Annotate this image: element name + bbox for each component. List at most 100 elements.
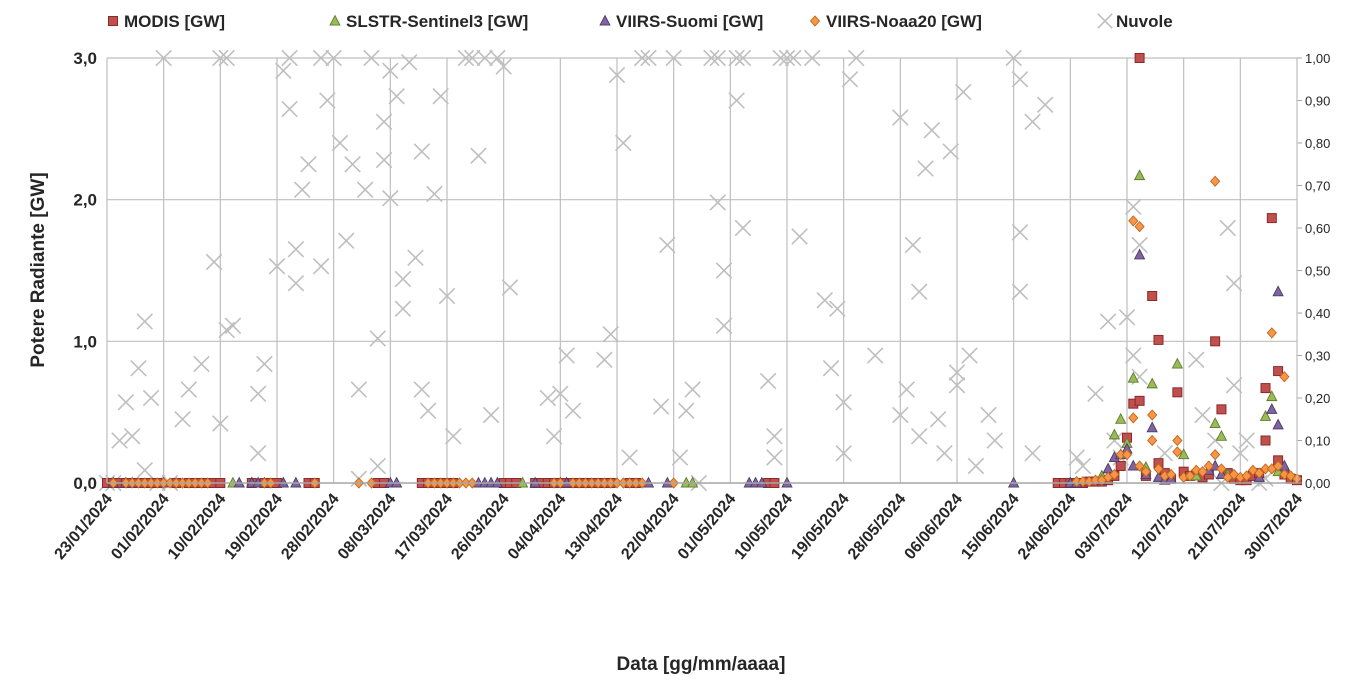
- point-viirs-noaa20: [1172, 446, 1183, 458]
- point-nuvole: [369, 330, 387, 347]
- x-tick-label: 19/05/2024: [788, 491, 853, 563]
- point-nuvole: [212, 415, 229, 432]
- x-axis-title: Data [gg/mm/aaaa]: [617, 654, 786, 675]
- point-nuvole: [249, 385, 267, 403]
- point-modis: [1115, 461, 1126, 471]
- point-nuvole: [961, 347, 978, 364]
- point-nuvole: [1036, 96, 1054, 114]
- y-tick-label-left: 0,0: [73, 474, 97, 493]
- point-nuvole: [432, 87, 449, 105]
- point-nuvole: [967, 457, 985, 475]
- point-nuvole: [778, 49, 796, 67]
- point-nuvole: [356, 181, 374, 199]
- point-nuvole: [715, 262, 733, 279]
- point-nuvole: [407, 249, 424, 267]
- point-nuvole: [923, 121, 941, 139]
- x-tick-label: 15/06/2024: [958, 491, 1023, 563]
- point-nuvole: [772, 49, 789, 67]
- point-nuvole: [337, 232, 355, 250]
- point-nuvole: [671, 449, 689, 466]
- point-nuvole: [501, 279, 519, 296]
- x-tick-label: 06/06/2024: [902, 491, 967, 563]
- point-nuvole: [728, 49, 745, 67]
- point-nuvole: [703, 49, 720, 67]
- point-viirs-noaa20: [1197, 466, 1208, 478]
- point-modis: [1134, 395, 1145, 406]
- legend-item: VIIRS-Suomi [GW]: [599, 12, 763, 31]
- point-viirs-noaa20: [1241, 470, 1252, 482]
- point-modis: [1260, 435, 1271, 446]
- series-nuvole: [98, 49, 1274, 492]
- point-viirs-noaa20: [1210, 175, 1221, 187]
- point-nuvole: [136, 313, 154, 330]
- y-tick-label-right: 0,80: [1305, 136, 1330, 151]
- point-nuvole: [665, 49, 682, 67]
- point-nuvole: [224, 317, 242, 335]
- y-tick-label-right: 0,70: [1305, 179, 1330, 194]
- point-nuvole: [375, 151, 393, 169]
- legend-item: SLSTR-Sentinel3 [GW]: [329, 12, 528, 31]
- point-nuvole: [1074, 457, 1092, 475]
- y-tick-label-right: 0,90: [1305, 94, 1330, 109]
- point-nuvole: [476, 49, 494, 67]
- y-tick-label-right: 0,00: [1305, 476, 1330, 491]
- point-nuvole: [256, 355, 273, 373]
- point-modis: [1153, 334, 1164, 345]
- point-nuvole: [766, 427, 783, 445]
- y-tick-label-right: 0,20: [1305, 391, 1330, 406]
- point-nuvole: [734, 219, 752, 237]
- point-nuvole: [111, 432, 128, 449]
- point-slstr-sentinel3: [1127, 371, 1139, 383]
- point-nuvole: [180, 381, 198, 398]
- x-tick-label: 26/03/2024: [448, 491, 513, 563]
- point-nuvole: [734, 49, 752, 67]
- point-nuvole: [917, 160, 934, 177]
- point-nuvole: [1187, 351, 1205, 369]
- point-nuvole: [835, 393, 852, 411]
- point-viirs-noaa20: [1210, 449, 1221, 461]
- point-nuvole: [1194, 406, 1211, 424]
- point-nuvole: [615, 134, 632, 152]
- point-slstr-sentinel3: [1146, 377, 1158, 389]
- point-viirs-noaa20: [1279, 371, 1290, 383]
- legend-label: VIIRS-Noaa20 [GW]: [826, 12, 982, 31]
- point-nuvole: [388, 87, 405, 105]
- legend-marker: [809, 15, 821, 27]
- point-nuvole: [400, 53, 418, 71]
- point-nuvole: [394, 270, 412, 288]
- point-modis: [1266, 213, 1277, 224]
- point-nuvole: [174, 410, 191, 428]
- point-nuvole: [457, 49, 475, 67]
- point-nuvole: [1125, 198, 1142, 216]
- point-viirs-suomi: [1272, 418, 1284, 430]
- point-nuvole: [1232, 444, 1249, 462]
- x-tick-label: 21/07/2024: [1185, 491, 1250, 563]
- x-tick-label: 24/06/2024: [1015, 491, 1080, 563]
- point-nuvole: [426, 185, 443, 203]
- legend-marker: [1097, 13, 1113, 29]
- point-viirs-noaa20: [1254, 467, 1265, 479]
- point-slstr-sentinel3: [1209, 417, 1221, 428]
- point-nuvole: [936, 444, 953, 462]
- point-nuvole: [904, 236, 922, 254]
- point-slstr-sentinel3: [1177, 448, 1190, 460]
- point-nuvole: [608, 66, 626, 84]
- point-viirs-noaa20: [1147, 434, 1158, 447]
- point-nuvole: [1131, 236, 1148, 254]
- point-viirs-suomi: [1102, 462, 1114, 474]
- point-nuvole: [470, 147, 487, 165]
- point-nuvole: [1225, 274, 1243, 292]
- point-nuvole: [759, 372, 777, 390]
- x-tick-label: 08/03/2024: [335, 491, 400, 563]
- point-nuvole: [123, 427, 141, 445]
- point-nuvole: [791, 228, 808, 245]
- point-nuvole: [193, 355, 210, 373]
- point-nuvole: [495, 58, 512, 75]
- point-nuvole: [413, 381, 431, 398]
- point-nuvole: [1024, 444, 1041, 462]
- point-modis: [1216, 404, 1227, 415]
- y-tick-label-right: 0,10: [1305, 434, 1330, 449]
- point-nuvole: [312, 257, 330, 275]
